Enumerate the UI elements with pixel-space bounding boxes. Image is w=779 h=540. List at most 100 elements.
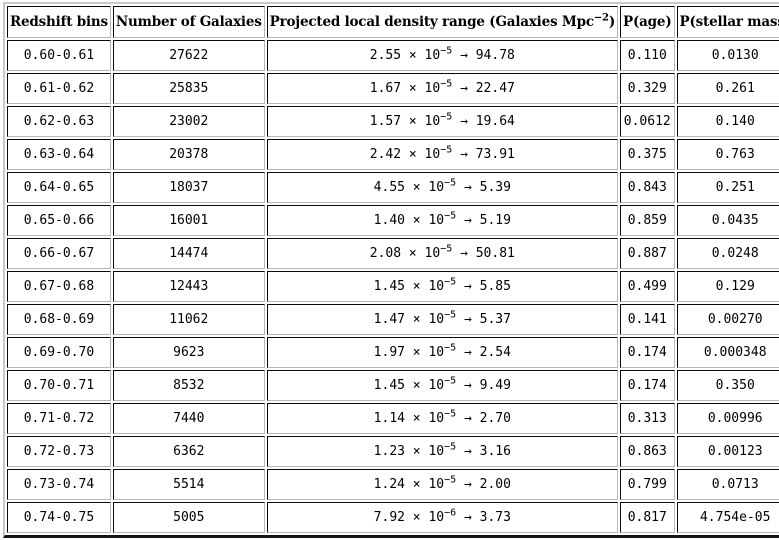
- density-range-cell: 2.42 × 10−5 → 73.91: [266, 139, 618, 170]
- density-range-cell: 1.97 × 10−5 → 2.54: [266, 337, 618, 368]
- p-stellar-mass-cell: 0.140: [676, 106, 779, 137]
- galaxy-count-cell: 18037: [112, 172, 265, 203]
- density-max: → 2.70: [456, 411, 511, 426]
- p-age-cell: 0.110: [620, 40, 675, 71]
- density-range-cell: 1.40 × 10−5 → 5.19: [266, 205, 618, 236]
- table-row: 0.74-0.75 5005 7.92 × 10−6 → 3.73 0.817 …: [7, 502, 779, 533]
- density-max: → 94.78: [452, 48, 515, 63]
- density-mantissa: 1.14 × 10: [373, 411, 445, 426]
- galaxy-count-cell: 5514: [112, 469, 265, 500]
- p-age-cell: 0.313: [620, 403, 675, 434]
- p-stellar-mass-cell: 0.0248: [676, 238, 779, 269]
- galaxy-count-cell: 16001: [112, 205, 265, 236]
- header-density-close-paren: ): [608, 14, 615, 30]
- p-age-cell: 0.499: [620, 271, 675, 302]
- p-age-cell: 0.0612: [620, 106, 675, 137]
- galaxy-count-cell: 25835: [112, 73, 265, 104]
- p-age-cell: 0.141: [620, 304, 675, 335]
- table-row: 0.61-0.62 25835 1.67 × 10−5 → 22.47 0.32…: [7, 73, 779, 104]
- table-row: 0.66-0.67 14474 2.08 × 10−5 → 50.81 0.88…: [7, 238, 779, 269]
- density-range-cell: 2.08 × 10−5 → 50.81: [266, 238, 618, 269]
- header-row: Redshift bins Number of Galaxies Project…: [7, 6, 779, 38]
- p-age-cell: 0.329: [620, 73, 675, 104]
- p-stellar-mass-cell: 0.00270: [676, 304, 779, 335]
- galaxy-count-cell: 20378: [112, 139, 265, 170]
- redshift-bin-cell: 0.69-0.70: [7, 337, 111, 368]
- density-mantissa: 1.97 × 10: [373, 345, 445, 360]
- density-mantissa: 4.55 × 10: [373, 180, 445, 195]
- galaxy-count-cell: 9623: [112, 337, 265, 368]
- table-row: 0.72-0.73 6362 1.23 × 10−5 → 3.16 0.863 …: [7, 436, 779, 467]
- p-stellar-mass-cell: 0.251: [676, 172, 779, 203]
- header-number-of-galaxies: Number of Galaxies: [112, 6, 265, 38]
- header-density-text: Projected local density range (Galaxies …: [269, 14, 594, 30]
- header-density-exponent: −2: [593, 12, 609, 24]
- p-age-cell: 0.375: [620, 139, 675, 170]
- p-stellar-mass-cell: 0.0435: [676, 205, 779, 236]
- density-max: → 5.39: [456, 180, 511, 195]
- table-row: 0.69-0.70 9623 1.97 × 10−5 → 2.54 0.174 …: [7, 337, 779, 368]
- density-range-cell: 2.55 × 10−5 → 94.78: [266, 40, 618, 71]
- p-age-cell: 0.863: [620, 436, 675, 467]
- p-stellar-mass-cell: 0.0713: [676, 469, 779, 500]
- p-stellar-mass-cell: 0.000348: [676, 337, 779, 368]
- density-mantissa: 2.55 × 10: [369, 48, 441, 63]
- redshift-bin-cell: 0.62-0.63: [7, 106, 111, 137]
- table-row: 0.64-0.65 18037 4.55 × 10−5 → 5.39 0.843…: [7, 172, 779, 203]
- p-age-cell: 0.174: [620, 370, 675, 401]
- header-density-range: Projected local density range (Galaxies …: [266, 6, 618, 38]
- header-redshift-bins: Redshift bins: [7, 6, 111, 38]
- galaxy-count-cell: 12443: [112, 271, 265, 302]
- header-p-age: P(age): [620, 6, 675, 38]
- redshift-bin-cell: 0.71-0.72: [7, 403, 111, 434]
- p-age-cell: 0.843: [620, 172, 675, 203]
- galaxy-count-cell: 5005: [112, 502, 265, 533]
- table-row: 0.70-0.71 8532 1.45 × 10−5 → 9.49 0.174 …: [7, 370, 779, 401]
- density-mantissa: 7.92 × 10: [373, 510, 445, 525]
- p-stellar-mass-cell: 0.0130: [676, 40, 779, 71]
- p-stellar-mass-cell: 0.763: [676, 139, 779, 170]
- density-exponent: −5: [444, 276, 457, 288]
- redshift-bin-cell: 0.72-0.73: [7, 436, 111, 467]
- density-exponent: −5: [440, 78, 453, 90]
- header-p-stellar-mass: P(stellar mass): [676, 6, 779, 38]
- redshift-bin-cell: 0.68-0.69: [7, 304, 111, 335]
- density-range-cell: 1.57 × 10−5 → 19.64: [266, 106, 618, 137]
- density-max: → 3.16: [456, 444, 511, 459]
- table-row: 0.62-0.63 23002 1.57 × 10−5 → 19.64 0.06…: [7, 106, 779, 137]
- table-row: 0.60-0.61 27622 2.55 × 10−5 → 94.78 0.11…: [7, 40, 779, 71]
- density-exponent: −5: [444, 342, 457, 354]
- density-range-cell: 1.24 × 10−5 → 2.00: [266, 469, 618, 500]
- p-age-cell: 0.859: [620, 205, 675, 236]
- density-max: → 3.73: [456, 510, 511, 525]
- density-exponent: −5: [444, 441, 457, 453]
- density-max: → 19.64: [452, 114, 515, 129]
- galaxy-count-cell: 6362: [112, 436, 265, 467]
- density-range-cell: 1.45 × 10−5 → 9.49: [266, 370, 618, 401]
- density-mantissa: 1.45 × 10: [373, 378, 445, 393]
- p-stellar-mass-cell: 0.129: [676, 271, 779, 302]
- density-mantissa: 1.45 × 10: [373, 279, 445, 294]
- redshift-bin-cell: 0.73-0.74: [7, 469, 111, 500]
- density-range-cell: 4.55 × 10−5 → 5.39: [266, 172, 618, 203]
- table-row: 0.67-0.68 12443 1.45 × 10−5 → 5.85 0.499…: [7, 271, 779, 302]
- density-max: → 5.19: [456, 213, 511, 228]
- density-exponent: −5: [444, 309, 457, 321]
- density-exponent: −5: [440, 243, 453, 255]
- density-exponent: −5: [440, 111, 453, 123]
- density-mantissa: 1.24 × 10: [373, 477, 445, 492]
- table-row: 0.65-0.66 16001 1.40 × 10−5 → 5.19 0.859…: [7, 205, 779, 236]
- p-stellar-mass-cell: 0.261: [676, 73, 779, 104]
- density-range-cell: 1.14 × 10−5 → 2.70: [266, 403, 618, 434]
- redshift-bin-cell: 0.67-0.68: [7, 271, 111, 302]
- density-exponent: −5: [444, 408, 457, 420]
- density-max: → 9.49: [456, 378, 511, 393]
- galaxy-count-cell: 8532: [112, 370, 265, 401]
- galaxy-count-cell: 11062: [112, 304, 265, 335]
- table-row: 0.71-0.72 7440 1.14 × 10−5 → 2.70 0.313 …: [7, 403, 779, 434]
- p-age-cell: 0.817: [620, 502, 675, 533]
- density-max: → 22.47: [452, 81, 515, 96]
- density-exponent: −5: [440, 144, 453, 156]
- density-max: → 2.54: [456, 345, 511, 360]
- galaxy-count-cell: 27622: [112, 40, 265, 71]
